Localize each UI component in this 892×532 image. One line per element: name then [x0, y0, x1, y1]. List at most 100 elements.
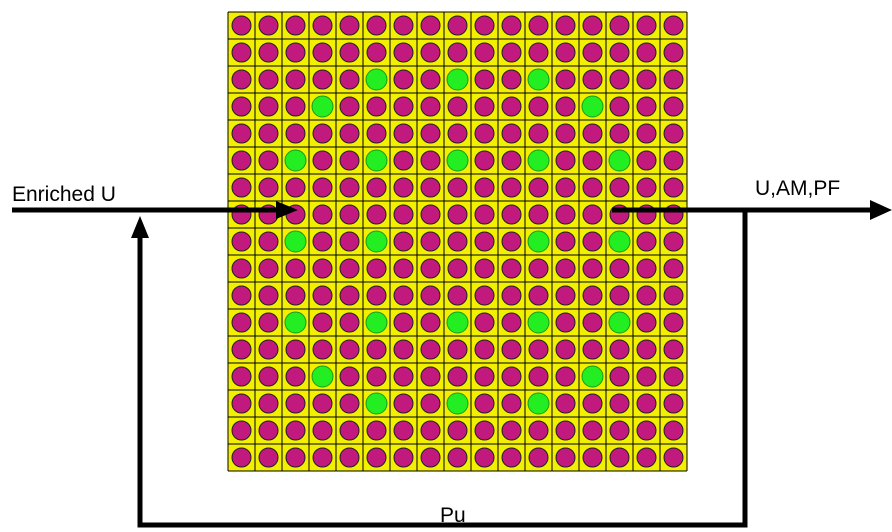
fuel-rod [339, 123, 360, 144]
fuel-rod [258, 150, 279, 171]
fuel-rod [555, 96, 576, 117]
fuel-rod [258, 366, 279, 387]
fuel-rod [474, 312, 495, 333]
fuel-rod [474, 15, 495, 36]
fuel-rod [258, 285, 279, 306]
fuel-rod [393, 177, 414, 198]
fuel-rod [609, 123, 630, 144]
fuel-rod [609, 285, 630, 306]
fuel-rod [285, 42, 306, 63]
fuel-rod [366, 258, 387, 279]
arrowheads [131, 200, 892, 238]
fuel-rod [339, 420, 360, 441]
recycle-label: Pu [440, 504, 466, 527]
fuel-rod [420, 393, 441, 414]
fuel-rod [555, 177, 576, 198]
fuel-rod [285, 177, 306, 198]
fuel-rod [231, 96, 252, 117]
fuel-rod [474, 204, 495, 225]
fuel-rod [312, 231, 333, 252]
fuel-rod [339, 285, 360, 306]
fuel-rod [609, 339, 630, 360]
fuel-rod [609, 447, 630, 468]
fuel-rod [474, 339, 495, 360]
fuel-rod [393, 393, 414, 414]
guide-tube-rod [446, 311, 469, 334]
fuel-rod [501, 285, 522, 306]
fuel-rod [231, 339, 252, 360]
fuel-rod [366, 15, 387, 36]
fuel-rod [528, 258, 549, 279]
fuel-rod [609, 258, 630, 279]
fuel-rod [555, 258, 576, 279]
fuel-rod [393, 96, 414, 117]
fuel-rod [474, 258, 495, 279]
output-label: U,AM,PF [755, 177, 840, 200]
fuel-rod [312, 312, 333, 333]
fuel-rod [339, 15, 360, 36]
fuel-rod [393, 339, 414, 360]
fuel-rod [339, 339, 360, 360]
input-label: Enriched U [12, 183, 116, 206]
fuel-rod [528, 366, 549, 387]
fuel-rod [420, 69, 441, 90]
fuel-rod [663, 258, 684, 279]
flow-lines [12, 207, 872, 528]
fuel-rod [555, 420, 576, 441]
fuel-rod [555, 150, 576, 171]
fuel-rod [582, 393, 603, 414]
fuel-rod [663, 42, 684, 63]
fuel-rod [609, 393, 630, 414]
fuel-rod [258, 69, 279, 90]
fuel-rod [582, 177, 603, 198]
fuel-rod [582, 285, 603, 306]
fuel-rod [501, 69, 522, 90]
fuel-rod [636, 123, 657, 144]
fuel-rod [501, 177, 522, 198]
fuel-rod [474, 150, 495, 171]
fuel-rod [312, 420, 333, 441]
fuel-rod [555, 312, 576, 333]
fuel-assembly-grid [227, 11, 688, 472]
fuel-rod [663, 393, 684, 414]
fuel-rod [528, 96, 549, 117]
fuel-rod [528, 204, 549, 225]
fuel-rod [663, 285, 684, 306]
fuel-rod [231, 258, 252, 279]
fuel-rod [258, 447, 279, 468]
fuel-rod [663, 420, 684, 441]
fuel-rod [501, 339, 522, 360]
fuel-rod [447, 123, 468, 144]
fuel-rod [663, 447, 684, 468]
guide-tube-rod [284, 149, 307, 172]
fuel-rod [420, 339, 441, 360]
fuel-rod [258, 420, 279, 441]
fuel-rod [420, 42, 441, 63]
fuel-rod [636, 96, 657, 117]
fuel-rod [420, 420, 441, 441]
guide-tube-rod [446, 392, 469, 415]
fuel-rod [339, 177, 360, 198]
fuel-rod [420, 447, 441, 468]
fuel-rod [663, 312, 684, 333]
fuel-rod [447, 285, 468, 306]
fuel-rod [582, 123, 603, 144]
fuel-rod [366, 447, 387, 468]
fuel-rod [393, 231, 414, 252]
input-arrowhead [276, 201, 298, 219]
guide-tube-rod [608, 230, 631, 253]
fuel-rod [582, 231, 603, 252]
guide-tube-rod [284, 230, 307, 253]
fuel-rod [609, 177, 630, 198]
fuel-rod [312, 42, 333, 63]
fuel-rod [258, 96, 279, 117]
fuel-rod [366, 204, 387, 225]
fuel-rod [366, 339, 387, 360]
fuel-rod [339, 366, 360, 387]
fuel-rod [258, 15, 279, 36]
fuel-rod [528, 420, 549, 441]
fuel-rod [663, 96, 684, 117]
fuel-rod [285, 15, 306, 36]
fuel-rod [582, 339, 603, 360]
